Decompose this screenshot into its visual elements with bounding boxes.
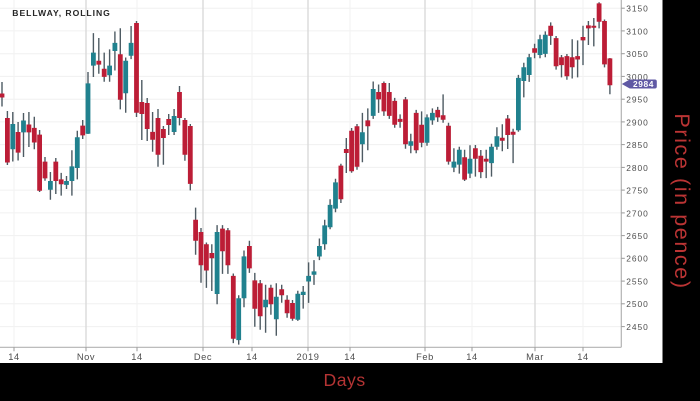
svg-text:2950: 2950 [626, 95, 649, 105]
svg-text:14: 14 [131, 352, 143, 362]
svg-text:2500: 2500 [626, 299, 649, 309]
svg-text:BELLWAY, ROLLING: BELLWAY, ROLLING [12, 8, 110, 18]
svg-text:Price (in pence): Price (in pence) [670, 113, 694, 289]
svg-text:2850: 2850 [626, 140, 649, 150]
svg-text:2450: 2450 [626, 322, 649, 332]
svg-text:2800: 2800 [626, 163, 649, 173]
svg-text:Feb: Feb [416, 352, 434, 362]
svg-text:14: 14 [8, 352, 20, 362]
svg-text:14: 14 [466, 352, 478, 362]
svg-text:Mar: Mar [526, 352, 544, 362]
svg-text:2700: 2700 [626, 208, 649, 218]
svg-text:3000: 3000 [626, 72, 649, 82]
svg-text:14: 14 [344, 352, 356, 362]
svg-text:Nov: Nov [77, 352, 95, 362]
svg-text:2650: 2650 [626, 231, 649, 241]
svg-text:14: 14 [246, 352, 258, 362]
svg-text:Days: Days [324, 370, 366, 390]
svg-text:2600: 2600 [626, 254, 649, 264]
svg-text:14: 14 [577, 352, 589, 362]
svg-text:2900: 2900 [626, 117, 649, 127]
svg-text:3100: 3100 [626, 26, 649, 36]
svg-text:2550: 2550 [626, 277, 649, 287]
svg-text:3150: 3150 [626, 4, 649, 14]
svg-text:2750: 2750 [626, 186, 649, 196]
svg-text:2019: 2019 [296, 352, 319, 362]
svg-text:3050: 3050 [626, 49, 649, 59]
svg-text:Dec: Dec [194, 352, 212, 362]
svg-text:2984: 2984 [633, 79, 654, 89]
